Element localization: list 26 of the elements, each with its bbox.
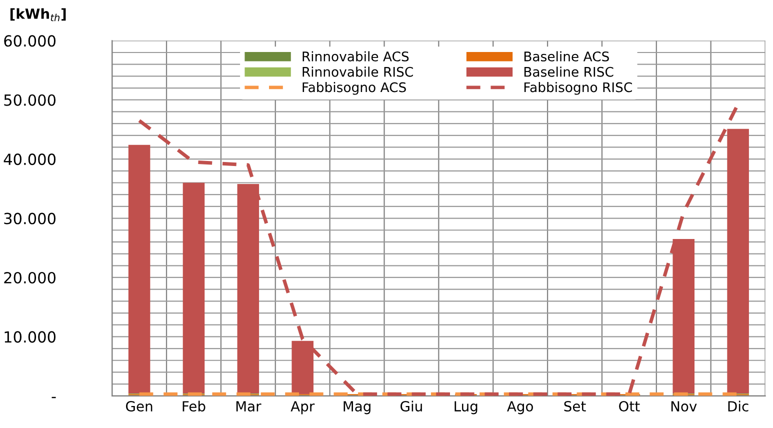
y-tick-label: - — [52, 396, 56, 398]
x-tick-label: Mag — [344, 401, 370, 414]
x-tick-label: Feb — [182, 400, 206, 412]
y-tick-label: 50.000 — [4, 94, 56, 106]
y-tick-label: 60.000 — [4, 35, 56, 47]
x-tick-label: Gen — [126, 401, 152, 412]
legend-label: Fabbisogno RISC — [524, 82, 632, 95]
legend-label: Fabbisogno ACS — [302, 82, 406, 95]
y-tick-label: 20.000 — [4, 272, 56, 284]
y-tick-label: 30.000 — [4, 212, 56, 224]
y-axis-title: [kWh$_{th}$] — [10, 8, 66, 22]
legend-label: Baseline ACS — [524, 51, 609, 62]
x-tick-label: Nov — [671, 401, 697, 412]
x-tick-label: Set — [564, 401, 586, 412]
y-tick-label: 40.000 — [4, 154, 56, 166]
x-tick-label: Ott — [619, 401, 640, 412]
x-tick-label: Giu — [400, 400, 422, 412]
legend-label: Rinnovabile ACS — [302, 51, 409, 62]
legend-label: Rinnovabile RISC — [302, 66, 413, 77]
x-tick-label: Dic — [728, 400, 748, 412]
y-tick-label: 10.000 — [4, 331, 56, 343]
x-tick-label: Mar — [236, 401, 262, 412]
legend-label: Baseline RISC — [524, 66, 614, 77]
x-tick-label: Apr — [290, 401, 315, 414]
x-tick-label: Lug — [454, 401, 478, 414]
x-tick-label: Ago — [507, 401, 533, 414]
